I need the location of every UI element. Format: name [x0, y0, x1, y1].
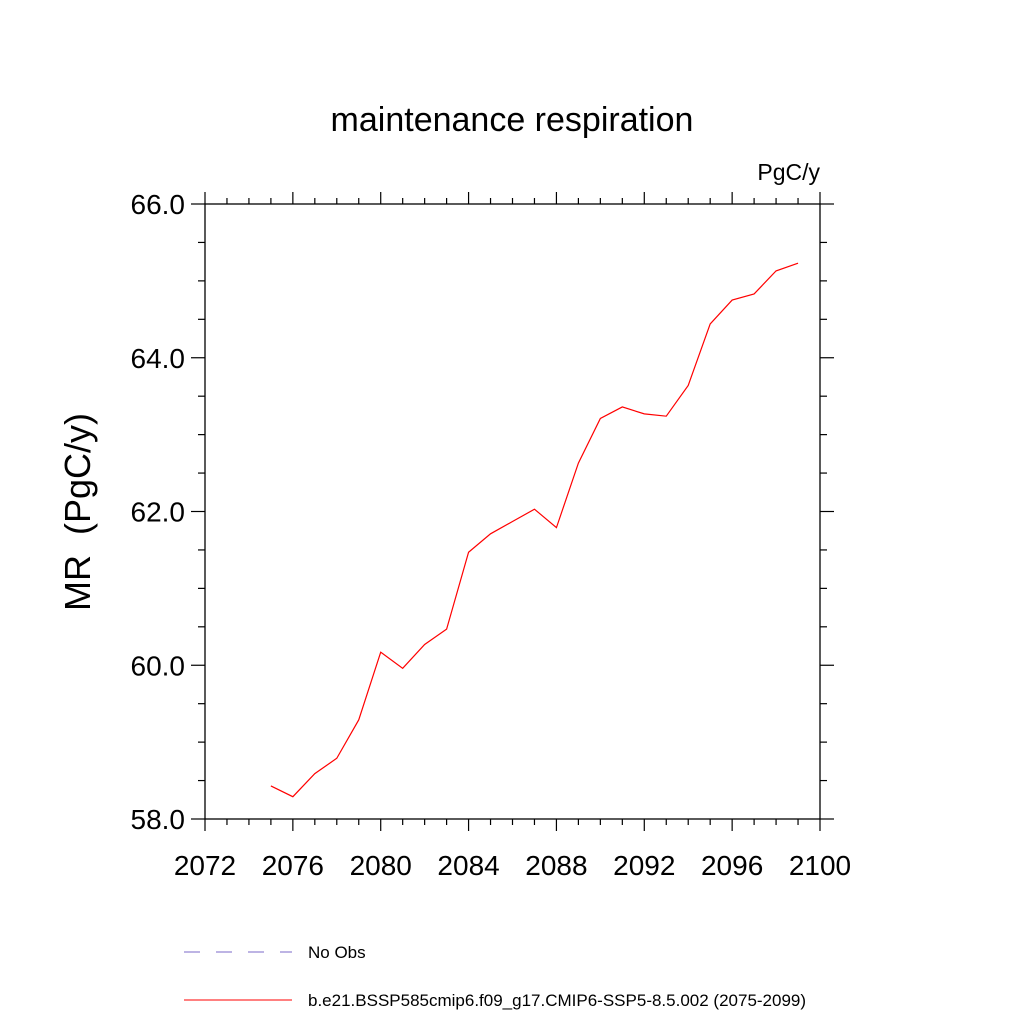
x-axis: 2072 2076 2080 2084 2088 2092 2096 2100 [174, 192, 851, 881]
x-tick-label: 2076 [262, 850, 324, 881]
y-tick-label: 60.0 [131, 650, 186, 681]
chart-title: maintenance respiration [331, 101, 694, 139]
legend-label: No Obs [308, 943, 366, 962]
x-tick-label: 2100 [789, 850, 851, 881]
y-tick-label: 66.0 [131, 189, 186, 220]
y-axis: 58.0 60.0 62.0 64.0 66.0 [131, 189, 834, 835]
units-label: PgC/y [757, 159, 820, 185]
x-tick-label: 2088 [525, 850, 587, 881]
legend-label: b.e21.BSSP585cmip6.f09_g17.CMIP6-SSP5-8.… [308, 991, 806, 1010]
x-tick-label: 2092 [613, 850, 675, 881]
series-line-1 [270, 262, 799, 798]
x-tick-label: 2072 [174, 850, 236, 881]
y-tick-label: 64.0 [131, 343, 186, 374]
y-tick-label: 62.0 [131, 497, 186, 528]
y-axis-label: MR (PgC/y) [57, 413, 98, 611]
x-tick-label: 2096 [701, 850, 763, 881]
x-tick-label: 2080 [350, 850, 412, 881]
y-tick-label: 58.0 [131, 804, 186, 835]
plot-frame [204, 203, 821, 820]
series-layer [270, 262, 799, 798]
x-tick-label: 2084 [437, 850, 499, 881]
legend: No Obs b.e21.BSSP585cmip6.f09_g17.CMIP6-S… [184, 943, 806, 1010]
